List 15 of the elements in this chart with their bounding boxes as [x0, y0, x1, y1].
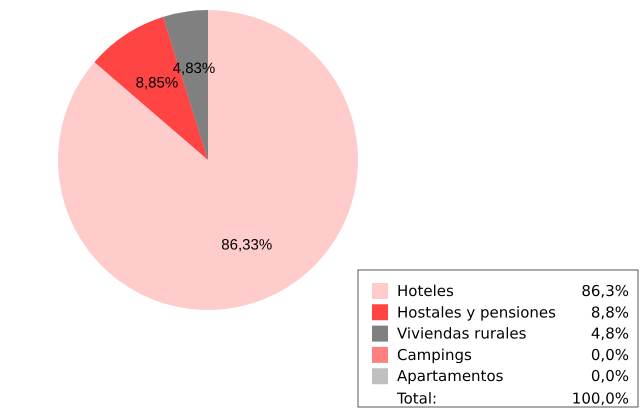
data-label: 8,85% — [136, 74, 178, 92]
text: Total: — [396, 390, 438, 408]
text: 4,8% — [590, 324, 629, 343]
legend-label: Viviendas rurales — [397, 324, 527, 343]
legend-label: Hoteles — [397, 282, 454, 300]
text: 86,3% — [581, 282, 629, 300]
legend-label: Hostales y pensiones — [397, 303, 556, 322]
text: 0,0% — [590, 346, 629, 364]
legend-label: Apartamentos — [397, 367, 504, 386]
text: 0,0% — [590, 367, 629, 386]
legend-label: Campings — [397, 346, 472, 364]
text: 100,0% — [572, 390, 629, 408]
pie-slice — [58, 10, 358, 310]
data-label: 86,33% — [221, 236, 272, 254]
text: 8,8% — [590, 303, 629, 322]
